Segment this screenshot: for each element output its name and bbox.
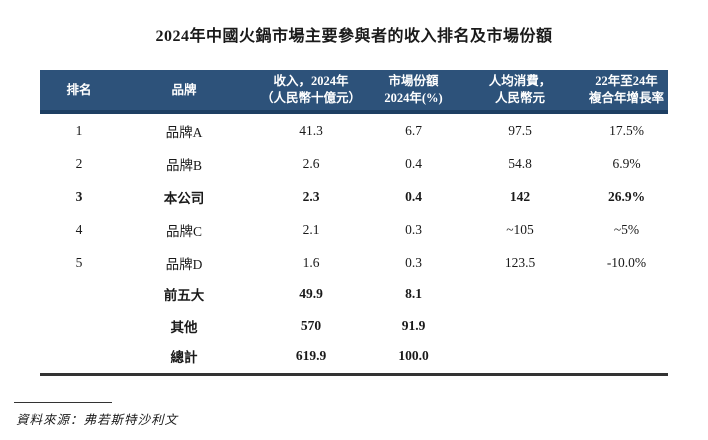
header-revenue-line2: （人民幣十億元）	[260, 91, 361, 105]
cell-per-capita: 123.5	[504, 254, 536, 270]
cell-brand: 品牌D	[165, 256, 203, 272]
header-cagr-line2: 複合年增長率	[588, 91, 664, 105]
header-market-share: 市場份額 2024年(%)	[372, 70, 455, 110]
table-row-total: 總計 619.9 100.0	[40, 342, 668, 370]
cell-brand: 其他	[170, 319, 198, 335]
cell-share: 100.0	[398, 348, 429, 363]
table-row: 5 品牌D 1.6 0.3 123.5 -10.0%	[40, 246, 668, 279]
cell-rank	[40, 279, 118, 309]
cell-share: 0.4	[405, 188, 422, 204]
cell-rank: 5	[75, 254, 83, 270]
table-header-row: 排名 品牌 收入，2024年 （人民幣十億元） 市場份額 2024年(%) 人均消費…	[40, 70, 668, 114]
cell-per-capita: 142	[509, 188, 531, 204]
cell-revenue: 41.3	[299, 122, 323, 138]
header-cagr: 22年至24年 複合年增長率	[585, 70, 668, 110]
header-per-capita-line2: 人民幣元	[494, 91, 545, 105]
cell-share: 0.4	[405, 155, 422, 171]
header-cagr-line1: 22年至24年	[595, 74, 658, 89]
cell-per-capita: 54.8	[508, 155, 532, 171]
table-body: 1 品牌A 41.3 6.7 97.5 17.5% 2 品牌B 2.6 0.4 …	[40, 114, 668, 376]
cell-rank: 1	[75, 122, 83, 138]
cell-rank	[40, 342, 118, 370]
source-note: 資料來源：弗若斯特沙利文	[16, 413, 179, 427]
cell-rank: 4	[75, 221, 83, 237]
cell-per-capita	[455, 309, 585, 342]
cell-rank: 3	[75, 188, 83, 204]
cell-brand: 總計	[170, 350, 198, 365]
cell-revenue: 570	[300, 317, 322, 333]
cell-share: 91.9	[401, 317, 426, 333]
cell-share: 0.3	[405, 254, 422, 270]
cell-revenue: 2.1	[302, 221, 320, 237]
header-per-capita-line1: 人均消費，	[488, 74, 552, 89]
cell-cagr	[585, 279, 668, 309]
cell-brand: 品牌B	[165, 157, 202, 173]
cell-cagr: 26.9%	[607, 188, 646, 204]
table-row-top5: 前五大 49.9 8.1	[40, 279, 668, 309]
cell-rank	[40, 309, 118, 342]
cell-per-capita: 97.5	[508, 122, 532, 138]
cell-share: 8.1	[405, 286, 422, 301]
cell-revenue: 2.6	[302, 155, 320, 171]
header-rank-line1: 排名	[66, 82, 92, 97]
cell-brand: 本公司	[163, 190, 205, 206]
cell-revenue: 49.9	[299, 286, 323, 301]
cell-revenue: 1.6	[302, 254, 320, 270]
header-market-share-line2: 2024年(%)	[384, 91, 443, 105]
table-row-company: 3 本公司 2.3 0.4 142 26.9%	[40, 180, 668, 213]
cell-cagr: ~5%	[613, 221, 640, 237]
cell-cagr: 17.5%	[609, 122, 644, 138]
table-title: 2024年中國火鍋市場主要參與者的收入排名及市場份額	[155, 28, 553, 45]
cell-cagr	[585, 309, 668, 342]
header-revenue: 收入，2024年 （人民幣十億元）	[250, 70, 372, 110]
cell-cagr	[585, 342, 668, 370]
header-revenue-line1: 收入，2024年	[273, 74, 349, 89]
source-divider-line	[14, 402, 112, 403]
cell-revenue: 2.3	[302, 188, 320, 204]
table-row: 4 品牌C 2.1 0.3 ~105 ~5%	[40, 213, 668, 246]
cell-per-capita	[455, 342, 585, 370]
cell-rank: 2	[75, 155, 83, 171]
header-rank: 排名	[40, 70, 118, 110]
cell-cagr: -10.0%	[606, 254, 647, 270]
cell-per-capita	[455, 279, 585, 309]
market-share-table: 排名 品牌 收入，2024年 （人民幣十億元） 市場份額 2024年(%) 人均消費…	[40, 70, 668, 376]
cell-per-capita: ~105	[506, 221, 534, 237]
header-brand: 品牌	[118, 70, 250, 110]
cell-share: 0.3	[405, 221, 422, 237]
table-row: 1 品牌A 41.3 6.7 97.5 17.5%	[40, 114, 668, 147]
cell-brand: 品牌A	[165, 124, 203, 140]
header-brand-line1: 品牌	[171, 82, 197, 97]
header-per-capita: 人均消費， 人民幣元	[455, 70, 585, 110]
cell-share: 6.7	[405, 122, 422, 138]
header-market-share-line1: 市場份額	[388, 74, 439, 89]
cell-cagr: 6.9%	[612, 155, 641, 171]
table-row: 2 品牌B 2.6 0.4 54.8 6.9%	[40, 147, 668, 180]
cell-revenue: 619.9	[295, 348, 327, 363]
cell-brand: 品牌C	[165, 223, 202, 239]
cell-brand: 前五大	[163, 288, 205, 303]
table-row-others: 其他 570 91.9	[40, 309, 668, 342]
